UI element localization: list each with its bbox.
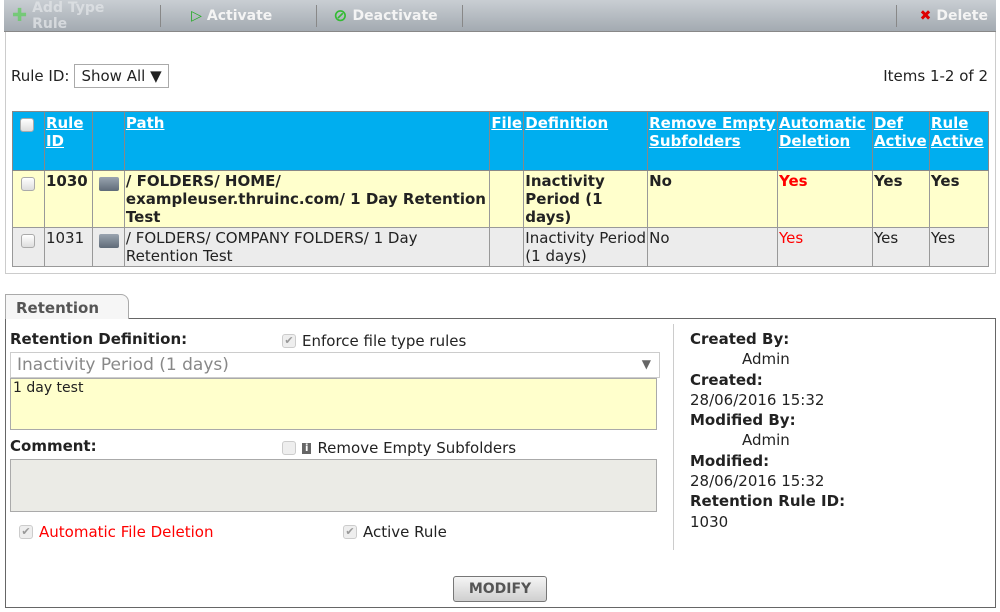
items-count: Items 1-2 of 2 <box>883 67 988 85</box>
rule-metadata: Created By: Admin Created: 28/06/2016 15… <box>690 330 846 531</box>
dropdown-arrow-icon: ▼ <box>641 357 651 371</box>
col-def-active[interactable]: Def Active <box>871 111 930 171</box>
col-rule-id[interactable]: Rule ID <box>43 111 93 171</box>
rule-id-select[interactable]: Show All ▼ <box>74 64 169 88</box>
plus-icon: ✚ <box>12 5 28 26</box>
no-entry-icon: ⊘ <box>333 5 348 26</box>
table-header: Rule ID Path File Definition Remove Empt… <box>12 111 990 171</box>
comment-label: Comment: <box>10 437 97 455</box>
col-auto-deletion[interactable]: Automatic Deletion <box>776 111 873 171</box>
divider <box>673 324 674 550</box>
toolbar: ✚ Add Type Rule ▷ Activate ⊘ Deactivate ✖ De… <box>4 0 996 32</box>
enforce-file-type-checkbox[interactable]: ✔ Enforce file type rules <box>282 332 466 350</box>
rule-id-label: Rule ID: <box>11 67 70 85</box>
info-icon: i <box>302 442 312 454</box>
col-rule-active[interactable]: Rule Active <box>928 111 990 171</box>
col-definition[interactable]: Definition <box>523 111 649 171</box>
select-all-checkbox[interactable] <box>12 111 45 171</box>
row-checkbox[interactable] <box>21 234 35 248</box>
folder-icon <box>98 177 119 191</box>
checkbox-checked-icon: ✔ <box>282 334 296 348</box>
checkbox-checked-icon: ✔ <box>19 525 33 539</box>
delete-button[interactable]: ✖ Delete <box>919 7 988 24</box>
row-checkbox[interactable] <box>21 177 35 191</box>
x-icon: ✖ <box>919 7 932 24</box>
deactivate-button[interactable]: ⊘ Deactivate <box>333 5 438 26</box>
active-rule-checkbox[interactable]: ✔ Active Rule <box>343 523 447 541</box>
table-row[interactable]: 1030 / FOLDERS/ HOME/ exampleuser.thruin… <box>12 170 990 228</box>
play-icon: ▷ <box>191 7 202 24</box>
checkbox-checked-icon: ✔ <box>343 525 357 539</box>
comment-textarea[interactable] <box>10 459 657 512</box>
retention-panel <box>5 318 996 608</box>
description-textarea[interactable]: 1 day test <box>10 378 657 430</box>
col-icon <box>91 111 125 171</box>
retention-definition-select[interactable]: Inactivity Period (1 days) ▼ <box>10 352 660 378</box>
add-type-rule-button[interactable]: ✚ Add Type Rule <box>12 0 105 32</box>
col-file[interactable]: File <box>489 111 525 171</box>
retention-definition-label: Retention Definition: <box>10 330 188 348</box>
remove-empty-subfolders-checkbox[interactable]: i Remove Empty Subfolders <box>282 439 516 457</box>
table-row[interactable]: 1031 / FOLDERS/ COMPANY FOLDERS/ 1 Day R… <box>12 227 990 267</box>
automatic-file-deletion-checkbox[interactable]: ✔ Automatic File Deletion <box>19 523 213 541</box>
rule-id-filter: Rule ID: Show All ▼ <box>11 64 169 88</box>
col-path[interactable]: Path <box>123 111 491 171</box>
checkbox-unchecked-icon <box>282 441 296 455</box>
rule-list-panel <box>5 32 996 274</box>
rules-table: Rule ID Path File Definition Remove Empt… <box>12 111 990 267</box>
folder-icon <box>98 234 119 248</box>
col-remove-empty[interactable]: Remove Empty Subfolders <box>647 111 778 171</box>
tab-retention[interactable]: Retention <box>5 294 129 319</box>
activate-button[interactable]: ▷ Activate <box>191 7 273 24</box>
modify-button[interactable]: MODIFY <box>453 576 547 602</box>
